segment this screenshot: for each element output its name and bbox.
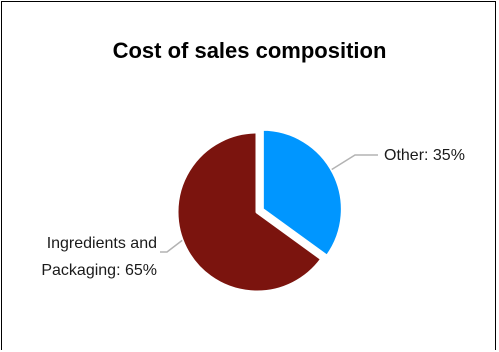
slice-label-line: Ingredients and — [47, 235, 157, 252]
slice-label-ingredients-and-packaging: Ingredients and Packaging: 65% — [41, 235, 157, 279]
leader-line-other — [332, 155, 378, 169]
leader-line-ingredients — [160, 240, 182, 252]
slice-label-other: Other: 35% — [384, 147, 465, 164]
slice-label-line: Packaging: 65% — [41, 262, 157, 279]
